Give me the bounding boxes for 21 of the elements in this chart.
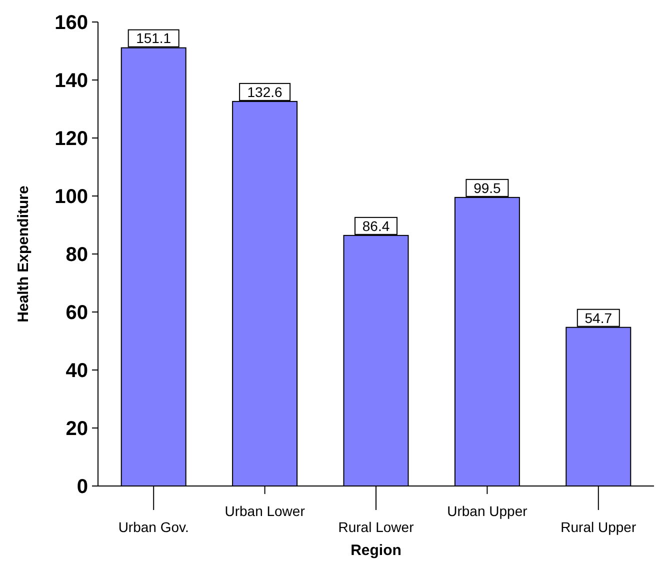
x-tick-label: Urban Gov. [118, 519, 189, 535]
y-tick-label: 120 [54, 128, 88, 150]
y-tick-label: 160 [54, 12, 88, 34]
y-tick-label: 140 [54, 70, 88, 92]
x-tick-label: Urban Lower [224, 503, 306, 519]
x-tick-label: Rural Lower [338, 519, 414, 535]
y-tick-label: 0 [76, 476, 88, 498]
x-tick-label: Urban Upper [447, 503, 528, 519]
x-tick-label: Rural Upper [560, 519, 636, 535]
y-axis-title: Health Expenditure [15, 186, 32, 322]
y-tick-label: 60 [66, 302, 88, 324]
data-label: 132.6 [247, 84, 283, 100]
data-label: 151.1 [136, 30, 172, 46]
y-tick-label: 20 [66, 418, 88, 440]
y-tick-label: 100 [54, 186, 88, 208]
data-label: 86.4 [362, 218, 390, 234]
y-tick-label: 80 [66, 244, 88, 266]
data-label: 99.5 [474, 180, 502, 196]
x-axis-title: Region [350, 542, 402, 559]
data-label: 54.7 [584, 310, 612, 326]
y-tick-label: 40 [66, 360, 88, 382]
